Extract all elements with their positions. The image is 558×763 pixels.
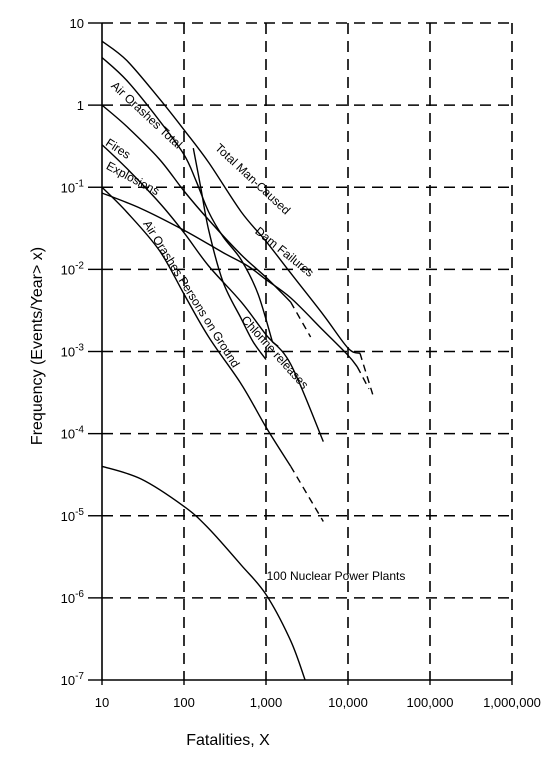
x-tick-label: 10 <box>95 695 109 710</box>
y-tick-label: 10 <box>70 16 84 31</box>
x-tick-label: 10,000 <box>328 695 368 710</box>
x-axis-title: Fatalities, X <box>186 732 270 749</box>
x-tick-label: 1,000 <box>250 695 283 710</box>
x-tick-label: 1,000,000 <box>483 695 541 710</box>
curve-label-7: 100 Nuclear Power Plants <box>267 569 406 583</box>
x-tick-label: 100 <box>173 695 195 710</box>
y-axis-title: Frequency (Events/Year> x) <box>29 247 46 445</box>
y-tick-label: 1 <box>77 98 84 113</box>
x-tick-label: 100,000 <box>407 695 454 710</box>
